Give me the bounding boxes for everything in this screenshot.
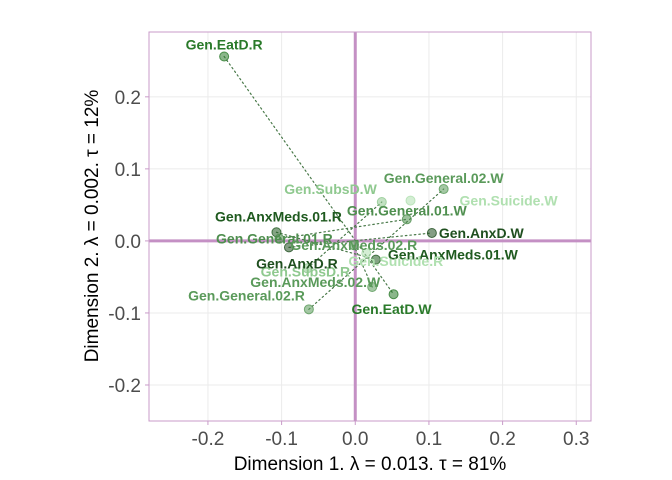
y-tick-label: -0.2 <box>108 376 141 397</box>
label-layer: Gen.EatD.RGen.General.02.RGen.SubsD.RGen… <box>186 36 559 317</box>
point-label: Gen.Suicide.W <box>460 193 559 209</box>
point-label: Gen.AnxD.R <box>256 255 338 271</box>
pair-connector <box>288 232 433 248</box>
pair-connector <box>308 188 445 310</box>
grid-layer <box>149 32 591 421</box>
data-point <box>219 51 230 62</box>
point-layer <box>219 51 449 315</box>
x-tick-label: 0.2 <box>489 429 515 450</box>
point-label: Gen.AnxMeds.02.W <box>250 274 381 290</box>
y-tick-label: 0.1 <box>115 160 141 181</box>
data-point <box>283 242 294 253</box>
point-label: Gen.General.02.W <box>384 170 505 186</box>
point-label: Gen.AnxMeds.01.R <box>215 208 342 224</box>
y-axis-title: Dimension 2. λ = 0.002. τ = 12% <box>82 90 103 363</box>
pair-connector <box>306 201 383 269</box>
point-label: Gen.AnxMeds.02.R <box>290 237 417 253</box>
pair-connector <box>275 231 377 261</box>
point-label: Gen.Suicide.R <box>348 253 443 269</box>
y-tick-label: 0.0 <box>115 232 141 253</box>
panel-border <box>148 31 592 422</box>
data-point <box>438 184 449 195</box>
pair-connector <box>353 244 373 288</box>
y-tick-label: 0.2 <box>115 88 141 109</box>
point-label: Gen.General.01.W <box>347 202 468 218</box>
x-tick-label: -0.2 <box>192 429 225 450</box>
x-tick-label: 0.3 <box>563 429 589 450</box>
data-point <box>303 304 314 315</box>
point-label: Gen.EatD.W <box>352 301 433 317</box>
x-tick-label: -0.1 <box>265 429 298 450</box>
data-point <box>370 254 381 265</box>
data-point <box>302 263 313 274</box>
x-tick-label: 0.1 <box>416 429 442 450</box>
point-label: Gen.General.01.R <box>216 231 333 247</box>
x-tick-label: 0.0 <box>342 429 368 450</box>
point-label: Gen.AnxD.W <box>439 225 525 241</box>
data-point <box>376 197 387 208</box>
data-point <box>367 282 378 293</box>
pair-connector <box>278 218 408 240</box>
point-label: Gen.SubsD.W <box>284 181 377 197</box>
data-point <box>274 233 285 244</box>
x-axis-title: Dimension 1. λ = 0.013. τ = 81% <box>234 454 507 475</box>
point-label: Gen.EatD.R <box>186 36 263 52</box>
data-point <box>361 248 372 259</box>
data-point <box>426 227 437 238</box>
point-label: Gen.SubsD.R <box>261 263 350 279</box>
origin-lines <box>149 32 591 421</box>
data-point <box>405 195 416 206</box>
point-label: Gen.AnxMeds.01.W <box>388 247 519 263</box>
data-point <box>388 289 399 300</box>
axis-layer: -0.2 -0.1 0.0 0.1 0.2 0.3 -0.2 -0.1 0.0 0.1 0.2 <box>108 88 589 450</box>
data-point <box>348 240 359 251</box>
point-label: Gen.General.02.R <box>188 287 305 303</box>
data-point <box>401 214 412 225</box>
y-tick-label: -0.1 <box>108 304 141 325</box>
